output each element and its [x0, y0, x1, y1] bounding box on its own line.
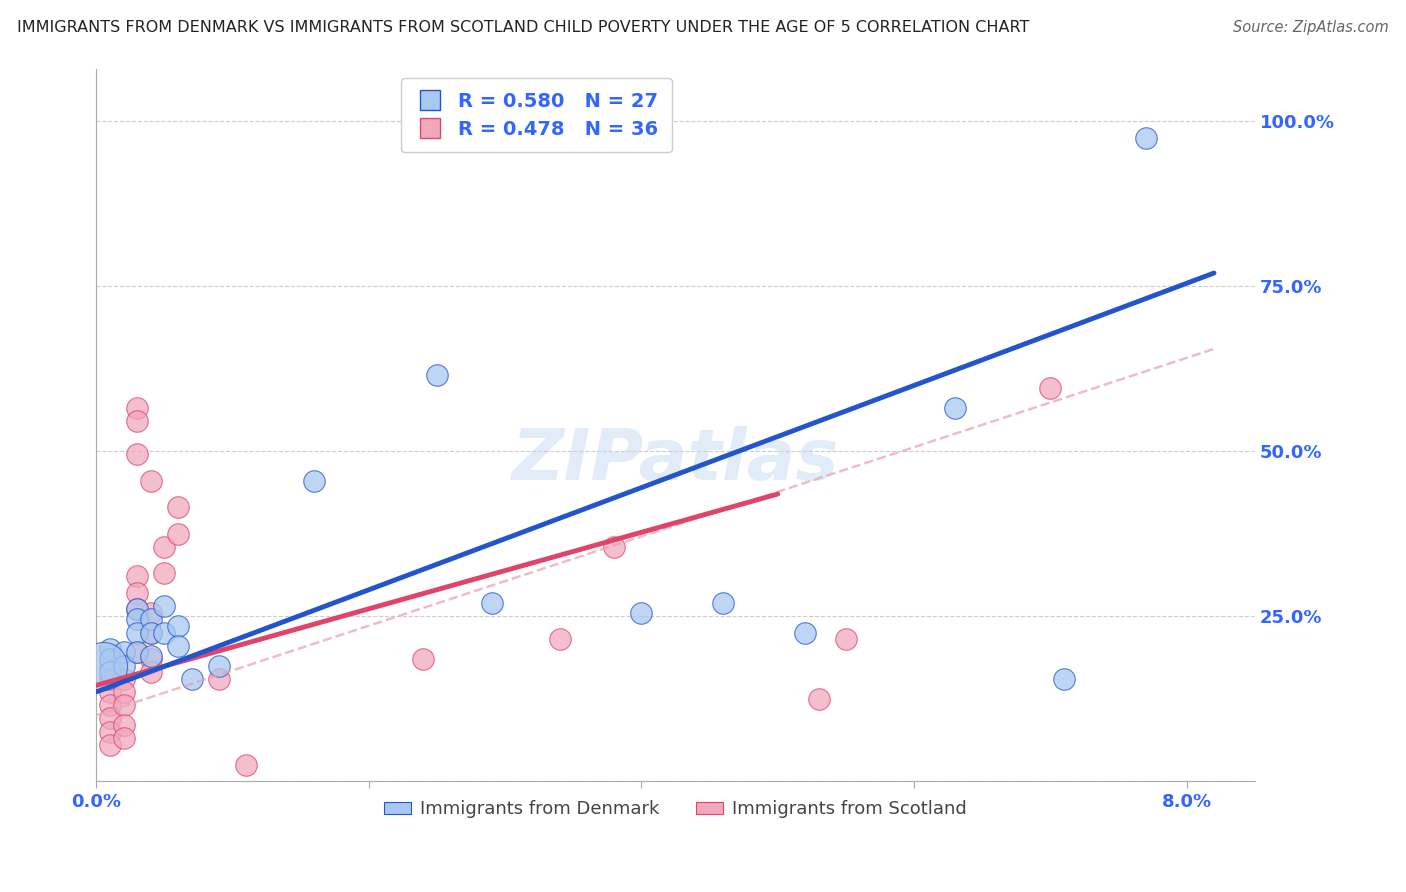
Point — [98, 672, 121, 686]
Point — [304, 474, 326, 488]
Point — [112, 672, 135, 686]
Point — [127, 569, 149, 583]
Point — [180, 672, 202, 686]
Point — [167, 639, 190, 653]
Point — [153, 540, 176, 554]
Point — [167, 619, 190, 633]
Point — [139, 612, 162, 626]
Point — [835, 632, 858, 647]
Point — [807, 691, 830, 706]
Point — [127, 401, 149, 416]
Point — [1053, 672, 1076, 686]
Point — [208, 658, 231, 673]
Point — [794, 625, 817, 640]
Point — [98, 685, 121, 699]
Point — [208, 672, 231, 686]
Legend: Immigrants from Denmark, Immigrants from Scotland: Immigrants from Denmark, Immigrants from… — [377, 793, 974, 825]
Text: Source: ZipAtlas.com: Source: ZipAtlas.com — [1233, 20, 1389, 35]
Point — [139, 474, 162, 488]
Point — [91, 658, 114, 673]
Point — [127, 645, 149, 659]
Point — [139, 625, 162, 640]
Point — [98, 658, 121, 673]
Point — [153, 566, 176, 581]
Point — [98, 642, 121, 657]
Point — [98, 698, 121, 713]
Point — [481, 596, 503, 610]
Point — [167, 526, 190, 541]
Point — [112, 645, 135, 659]
Point — [98, 711, 121, 725]
Point — [98, 652, 121, 666]
Point — [98, 724, 121, 739]
Point — [1039, 382, 1062, 396]
Point — [426, 368, 449, 383]
Point — [127, 645, 149, 659]
Point — [1135, 130, 1157, 145]
Point — [139, 648, 162, 663]
Point — [127, 414, 149, 428]
Point — [112, 698, 135, 713]
Text: ZIPatlas: ZIPatlas — [512, 425, 839, 495]
Text: IMMIGRANTS FROM DENMARK VS IMMIGRANTS FROM SCOTLAND CHILD POVERTY UNDER THE AGE : IMMIGRANTS FROM DENMARK VS IMMIGRANTS FR… — [17, 20, 1029, 35]
Point — [139, 652, 162, 666]
Point — [127, 625, 149, 640]
Point — [98, 738, 121, 752]
Point — [630, 606, 652, 620]
Point — [167, 500, 190, 515]
Point — [127, 586, 149, 600]
Point — [139, 625, 162, 640]
Point — [139, 665, 162, 680]
Point — [112, 658, 135, 673]
Point — [548, 632, 571, 647]
Point — [98, 665, 121, 680]
Point — [127, 612, 149, 626]
Point — [112, 685, 135, 699]
Point — [127, 602, 149, 616]
Point — [112, 718, 135, 732]
Point — [153, 599, 176, 614]
Point — [153, 625, 176, 640]
Point — [412, 652, 434, 666]
Point — [139, 606, 162, 620]
Point — [943, 401, 966, 416]
Point — [603, 540, 626, 554]
Point — [112, 731, 135, 745]
Point — [235, 757, 257, 772]
Point — [127, 602, 149, 616]
Point — [127, 447, 149, 461]
Point — [711, 596, 734, 610]
